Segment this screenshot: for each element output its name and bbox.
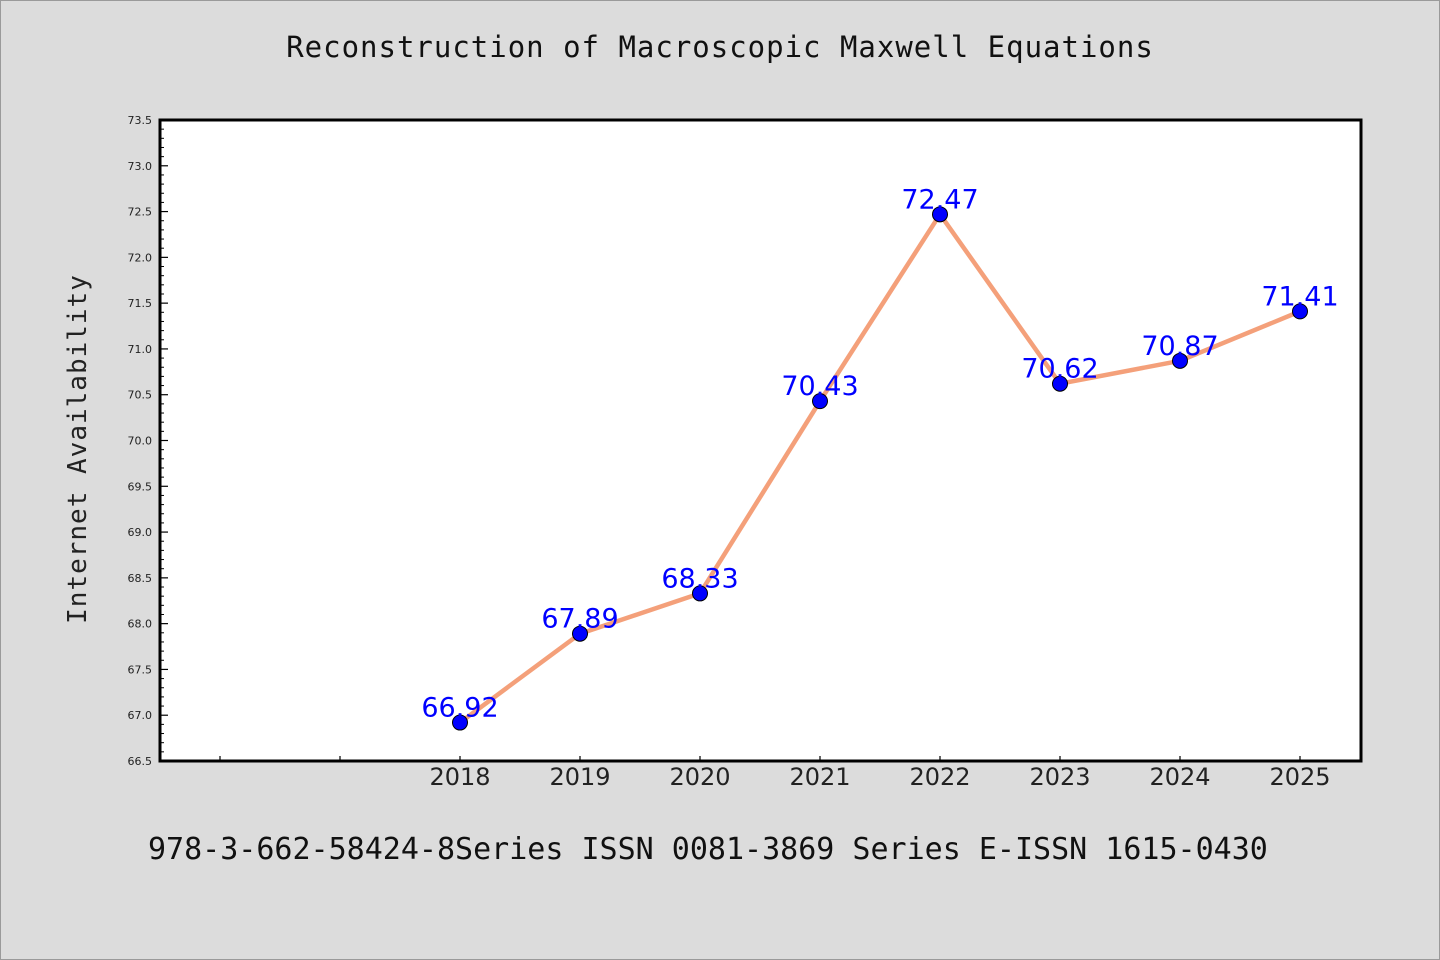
data-point — [452, 714, 468, 731]
data-point — [1292, 303, 1308, 320]
data-point — [812, 393, 828, 410]
y-axis-ticks: 66.5 67.0 67.5 68.0 68.5 69.0 69.5 70.0 70.5 71.0… — [128, 114, 168, 768]
x-tick-label: 2020 — [669, 763, 730, 791]
y-tick-label: 70.0 — [128, 435, 153, 448]
data-label: 70.62 — [1021, 354, 1098, 385]
data-label: 72.47 — [901, 184, 978, 215]
data-label: 68.33 — [661, 563, 738, 594]
y-tick-label: 72.0 — [128, 251, 153, 264]
data-point — [1172, 352, 1188, 369]
series-line — [457, 212, 1303, 725]
y-tick-label: 67.0 — [128, 709, 153, 722]
data-label: 67.89 — [541, 604, 618, 635]
plot-area — [158, 118, 1363, 763]
x-tick-label: 2021 — [789, 763, 850, 791]
data-labels: 66.92 67.89 68.33 70.43 72.47 70.62 70.87 71.41 — [421, 184, 1338, 723]
data-label: 71.41 — [1261, 281, 1338, 312]
data-label: 70.43 — [781, 371, 858, 402]
y-tick-label: 71.0 — [128, 343, 153, 356]
x-tick-label: 2024 — [1149, 763, 1210, 791]
data-point — [1052, 375, 1068, 392]
x-tick-label: 2019 — [549, 763, 610, 791]
data-point — [692, 585, 708, 602]
data-point — [932, 206, 948, 223]
chart-title: Reconstruction of Macroscopic Maxwell Eq… — [286, 30, 1154, 64]
footer-text: 978-3-662-58424-8Series ISSN 0081-3869 S… — [148, 832, 1268, 867]
y-tick-label: 68.5 — [128, 572, 153, 585]
data-point — [572, 625, 588, 642]
x-tick-label: 2023 — [1029, 763, 1090, 791]
y-tick-label: 66.5 — [128, 755, 153, 768]
x-tick-label: 2018 — [429, 763, 490, 791]
y-tick-label: 71.5 — [128, 297, 153, 310]
y-tick-label: 73.5 — [128, 114, 153, 127]
y-tick-label: 67.5 — [128, 663, 153, 676]
y-tick-label: 70.5 — [128, 389, 153, 402]
y-tick-label: 73.0 — [128, 160, 153, 173]
x-axis-ticks: 2018 2019 2020 2021 2022 2023 2024 2025 — [219, 756, 1331, 791]
data-label: 70.87 — [1141, 331, 1218, 362]
data-label: 66.92 — [421, 693, 498, 724]
x-tick-label: 2022 — [909, 763, 970, 791]
data-markers — [452, 206, 1308, 731]
y-tick-label: 72.5 — [128, 206, 153, 219]
y-tick-label: 69.0 — [128, 526, 153, 539]
y-tick-label: 69.5 — [128, 480, 153, 493]
y-tick-label: 68.0 — [128, 618, 153, 631]
x-tick-label: 2025 — [1269, 763, 1330, 791]
y-axis-label: Internet Availability — [63, 274, 93, 624]
